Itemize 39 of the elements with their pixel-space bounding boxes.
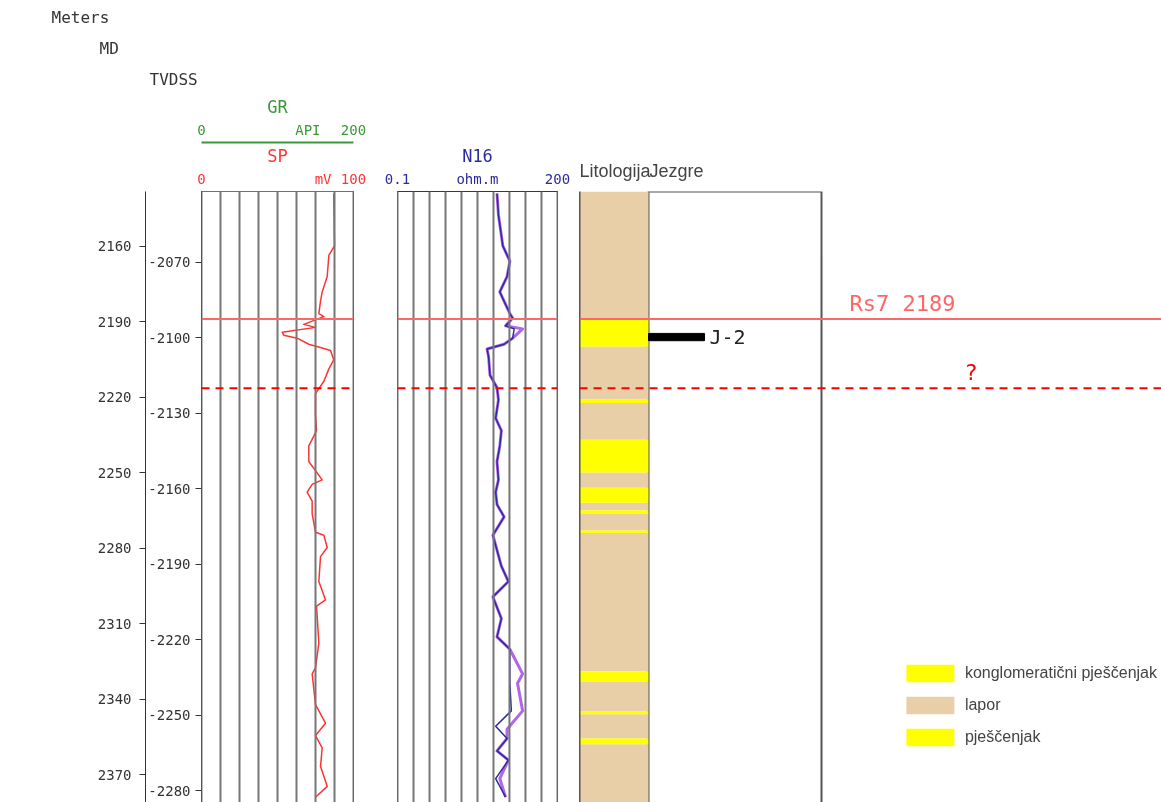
legend-label: lapor [964,695,1001,714]
y2-axis-title: TVDSS [149,69,198,89]
y-tick-label: 2310 [97,615,132,632]
y-tick-label: 2190 [97,313,132,330]
x2-axis-title: GR [267,96,289,117]
x2-tick-label: 0 [197,121,206,138]
y-tick-label: 2340 [97,691,132,708]
y2-tick-label: -2250 [148,707,191,724]
y2-tick-label: -2070 [148,254,191,271]
legend-label: konglomeratični pješčenjak [964,663,1157,682]
y2-tick-label: -2100 [148,329,191,346]
x-tick-label: Litologija [579,160,652,181]
y2-tick-label: -2220 [148,631,191,648]
x-tick-label: Jezgre [649,160,704,181]
y-tick-label: 2370 [97,766,132,783]
x-tick-label: 200 [544,170,571,187]
ref-line-label: Rs7 2189 [849,291,956,317]
x-axis-title: N16 [462,145,493,166]
series-label: J-2 [709,325,746,350]
y2-tick-label: -2190 [148,556,191,573]
y-axis-title: MD [99,38,119,58]
x-axis-title: SP [267,145,288,166]
y-tick-label: 2280 [97,540,132,557]
y-tick-label: 2250 [97,464,132,481]
legend-label: pješčenjak [964,727,1041,746]
x-tick-label: 0 [197,170,206,187]
x-tick-label: 100 [340,170,367,187]
y2-tick-label: -2280 [148,782,191,799]
y-tick-label: 2220 [97,389,132,406]
text: Meters [51,7,110,27]
x-tick-label: 0.1 [384,170,411,187]
y-tick-label: 2160 [97,238,132,255]
y2-tick-label: -2130 [148,405,191,422]
x-tick-label: ohm.m [456,170,499,187]
x2-tick-label: 200 [340,121,367,138]
x-tick-label: mV [314,170,333,187]
ref-line-label: ? [964,360,978,386]
x2-tick-label: API [295,121,321,138]
y2-tick-label: -2160 [148,480,191,497]
